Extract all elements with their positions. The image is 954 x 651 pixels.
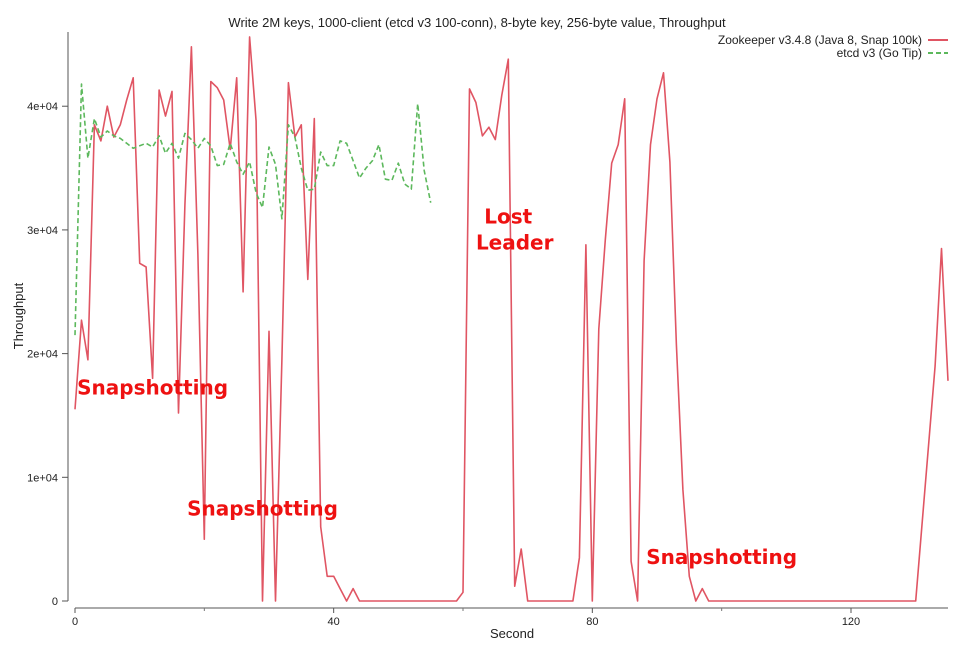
y-tick-label: 3e+04	[27, 225, 58, 237]
series-line-etcd	[74, 83, 432, 336]
series-layer	[74, 36, 949, 602]
legend-label-etcd: etcd v3 (Go Tip)	[837, 46, 922, 60]
x-tick-label: 120	[842, 616, 860, 628]
annotation-label: Snapshotting	[646, 545, 797, 569]
annotation-label: Leader	[476, 231, 554, 255]
series-line-zookeeper	[74, 36, 949, 602]
y-tick-label: 4e+04	[27, 101, 58, 113]
annotation-label: Snapshotting	[77, 375, 228, 399]
legend-label-zookeeper: Zookeeper v3.4.8 (Java 8, Snap 100k)	[718, 33, 922, 47]
x-axis-ticks: 0 40 80 120	[72, 608, 860, 628]
chart-title: Write 2M keys, 1000-client (etcd v3 100-…	[228, 15, 726, 30]
legend: Zookeeper v3.4.8 (Java 8, Snap 100k) etc…	[718, 33, 948, 60]
y-tick-label: 1e+04	[27, 472, 58, 484]
y-tick-label: 0	[52, 596, 58, 608]
x-tick-label: 80	[586, 616, 598, 628]
y-axis-label: Throughput	[11, 282, 26, 349]
y-tick-label: 2e+04	[27, 349, 58, 361]
y-axis-ticks: 0 1e+04 2e+04 3e+04 4e+04	[27, 101, 68, 608]
x-tick-label: 40	[328, 616, 340, 628]
annotation-label: Snapshotting	[187, 497, 338, 521]
x-axis-label: Second	[490, 626, 534, 641]
annotation-label: Lost	[484, 205, 532, 229]
x-tick-label: 0	[72, 616, 78, 628]
